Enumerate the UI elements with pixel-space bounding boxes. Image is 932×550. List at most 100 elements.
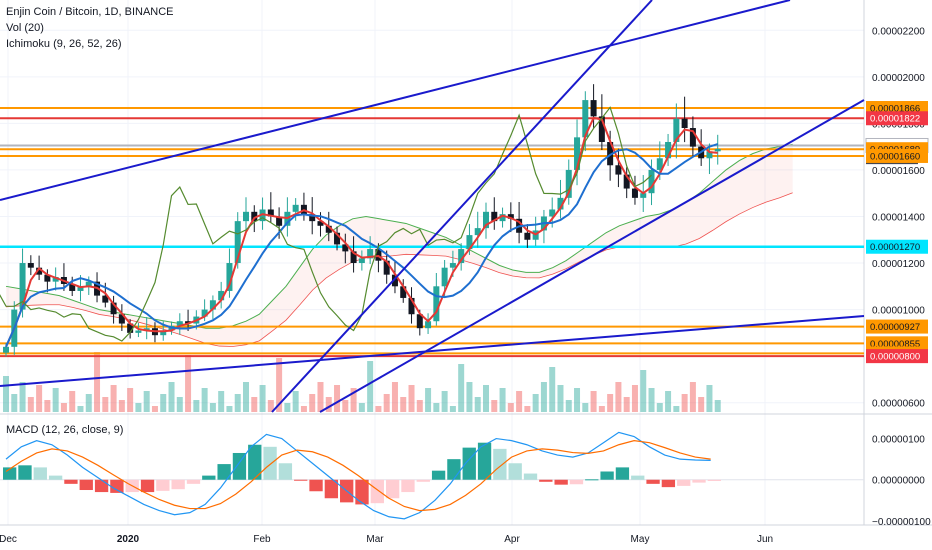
candle-body xyxy=(416,314,423,329)
ichimoku-legend[interactable]: Ichimoku (9, 26, 52, 26) xyxy=(6,38,122,50)
candle-body xyxy=(665,141,672,159)
price-tick-label: 0.00002200 xyxy=(872,26,925,37)
macd-histogram-bar xyxy=(18,465,32,480)
candle-body xyxy=(259,209,266,222)
volume-bar xyxy=(44,400,51,412)
candle-body xyxy=(276,216,283,226)
volume-bar xyxy=(483,385,489,412)
candle-body xyxy=(243,211,249,222)
macd-histogram-bar xyxy=(232,452,247,480)
candle-body xyxy=(681,118,688,129)
volume-bar xyxy=(218,391,225,412)
candle-body xyxy=(342,244,349,252)
volume-bar xyxy=(631,385,638,412)
volume-bar xyxy=(185,355,192,412)
price-label-text: 0.00001866 xyxy=(870,104,920,115)
chikou-line xyxy=(0,106,652,342)
candle-body xyxy=(358,258,365,264)
volume-bar xyxy=(400,397,407,412)
candle-body xyxy=(383,260,390,275)
candle-body xyxy=(185,321,192,324)
macd-histogram-bar xyxy=(217,464,231,480)
candle-body xyxy=(226,263,233,291)
macd-histogram-bar xyxy=(493,448,507,480)
candle-body xyxy=(408,297,415,315)
macd-histogram-bar xyxy=(370,479,384,504)
price-tick-label: 0.00001000 xyxy=(872,306,925,317)
volume-bar xyxy=(358,403,365,412)
time-tick-label: Jun xyxy=(757,534,773,545)
price-label-bg xyxy=(866,319,928,334)
candle-body xyxy=(607,141,614,166)
candle-body xyxy=(673,118,680,142)
candle-body xyxy=(441,267,448,287)
volume-bars xyxy=(3,352,721,412)
macd-histogram-bar xyxy=(140,479,155,493)
price-label-bg xyxy=(866,111,928,126)
macd-histogram-bar xyxy=(615,467,630,480)
volume-bar xyxy=(243,382,249,412)
time-tick-label: Mar xyxy=(366,534,384,545)
volume-bar xyxy=(499,388,506,412)
candle-body xyxy=(449,263,456,268)
volume-bar xyxy=(292,391,299,412)
price-tick-label: 0.00000600 xyxy=(872,399,925,410)
volume-bar xyxy=(540,382,547,412)
candle-body xyxy=(110,302,117,315)
macd-histogram-bar xyxy=(661,479,676,488)
volume-bar xyxy=(516,391,523,412)
volume-bar xyxy=(714,400,721,412)
macd-histogram-bar xyxy=(569,479,584,485)
volume-bar xyxy=(226,406,233,412)
macd-line xyxy=(5,431,711,520)
volume-bar xyxy=(60,403,67,412)
cloud-fill xyxy=(6,144,793,347)
macd-legend[interactable]: MACD (12, 26, close, 9) xyxy=(6,424,124,436)
volume-bar xyxy=(309,394,316,412)
volume-bar xyxy=(110,385,117,412)
candle-body xyxy=(400,286,407,298)
candle-body xyxy=(433,286,440,322)
chart-title: Enjin Coin / Bitcoin, 1D, BINANCE xyxy=(6,6,174,18)
macd-histogram-bar xyxy=(186,479,201,484)
macd-histogram-bar xyxy=(508,463,522,480)
macd-histogram-bar xyxy=(278,463,293,480)
volume-bar xyxy=(640,370,647,412)
volume-bar xyxy=(151,406,158,412)
macd-histogram-bar xyxy=(431,470,446,480)
price-tick-label: 0.00001200 xyxy=(872,259,925,270)
volume-bar xyxy=(706,385,713,412)
volume-legend[interactable]: Vol (20) xyxy=(6,22,44,34)
volume-bar xyxy=(317,382,324,412)
volume-bar xyxy=(383,394,390,412)
candle-body xyxy=(102,295,109,303)
candle-body xyxy=(491,211,498,222)
candle-body xyxy=(19,263,26,310)
macd-histogram-bar xyxy=(677,479,691,486)
volume-bar xyxy=(425,388,432,412)
macd-histogram-bar xyxy=(263,446,277,480)
macd-histogram-bar xyxy=(385,479,400,499)
volume-bar xyxy=(607,394,614,412)
macd-histogram-bar xyxy=(523,473,538,480)
macd-histogram-bar xyxy=(79,479,93,491)
candle-body xyxy=(27,263,34,268)
candle-body xyxy=(549,209,556,217)
candle-body xyxy=(3,346,9,353)
trend-line xyxy=(319,99,865,413)
volume-bar xyxy=(441,391,448,412)
volume-bar xyxy=(458,364,465,412)
volume-bar xyxy=(284,403,291,412)
candle-body xyxy=(483,211,489,229)
candle-body xyxy=(474,228,481,236)
trend-lines xyxy=(0,0,865,413)
volume-bar xyxy=(77,406,84,412)
candle-body xyxy=(118,314,125,324)
macd-histogram-bar xyxy=(646,479,660,484)
volume-bar xyxy=(391,382,398,412)
candle-body xyxy=(590,100,597,117)
price-label-text: 0.00001660 xyxy=(870,151,920,162)
volume-bar xyxy=(474,397,481,412)
time-axis[interactable]: Dec 2020 Feb Mar Apr May Jun xyxy=(0,534,773,545)
volume-bar xyxy=(491,400,498,412)
